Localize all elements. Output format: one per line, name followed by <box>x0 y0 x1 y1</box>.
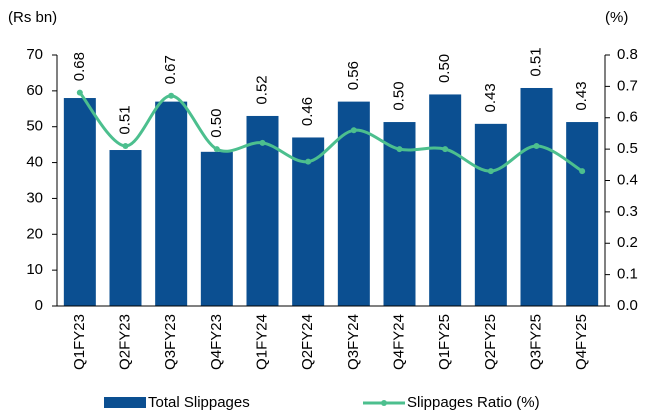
y-axis-label: (Rs bn) <box>8 9 57 26</box>
y2-axis-label: (%) <box>605 9 628 26</box>
x-tick-label: Q2FY23 <box>116 314 133 370</box>
line-point <box>305 158 312 165</box>
data-label: 0.68 <box>71 52 88 81</box>
line-point <box>350 127 357 134</box>
x-tick-label: Q4FY23 <box>208 314 225 370</box>
bar <box>63 98 96 307</box>
y-tick-label: 70 <box>26 46 43 63</box>
y2-tick-label: 0.8 <box>617 46 638 63</box>
x-tick-label: Q3FY23 <box>162 314 179 370</box>
y2-tick-label: 0.1 <box>617 266 638 283</box>
line-point <box>533 142 540 149</box>
y-tick-label: 0 <box>35 297 43 314</box>
y-tick-label: 50 <box>26 118 43 135</box>
legend-label: Total Slippages <box>148 394 250 411</box>
y2-tick-label: 0.4 <box>617 171 638 188</box>
bar <box>429 94 462 306</box>
data-label: 0.50 <box>208 109 225 138</box>
y2-tick-label: 0.7 <box>617 77 638 94</box>
bar <box>155 101 188 306</box>
x-tick-label: Q2FY25 <box>482 314 499 370</box>
bar <box>566 122 599 306</box>
y2-tick-label: 0.5 <box>617 140 638 157</box>
y2-tick-label: 0.0 <box>617 297 638 314</box>
data-label: 0.67 <box>162 55 179 84</box>
y2-tick-label: 0.3 <box>617 203 638 220</box>
bar <box>109 150 142 306</box>
legend-swatch <box>104 397 146 408</box>
bar <box>383 122 416 306</box>
bar <box>474 123 507 307</box>
x-tick-label: Q1FY24 <box>253 314 270 370</box>
y2-tick-label: 0.6 <box>617 109 638 126</box>
bar <box>200 151 233 306</box>
data-label: 0.51 <box>527 47 544 76</box>
line-point <box>213 146 220 153</box>
x-tick-label: Q4FY24 <box>390 314 407 370</box>
data-label: 0.43 <box>482 83 499 112</box>
data-label: 0.50 <box>436 54 453 83</box>
line-point <box>76 89 83 96</box>
line-point <box>579 168 586 175</box>
data-label: 0.51 <box>116 105 133 134</box>
line-point <box>487 168 494 175</box>
y-tick-label: 40 <box>26 154 43 171</box>
data-label: 0.43 <box>573 81 590 110</box>
x-tick-label: Q2FY24 <box>299 314 316 370</box>
data-label: 0.52 <box>253 75 270 104</box>
line-point <box>396 146 403 153</box>
y-tick-label: 20 <box>26 225 43 242</box>
line-point <box>122 142 129 149</box>
data-label: 0.46 <box>299 97 316 126</box>
x-tick-label: Q4FY25 <box>573 314 590 370</box>
y2-tick-label: 0.2 <box>617 234 638 251</box>
x-tick-label: Q3FY25 <box>527 314 544 370</box>
x-tick-label: Q3FY24 <box>345 314 362 370</box>
line-point <box>168 92 175 99</box>
data-label: 0.50 <box>390 81 407 110</box>
x-tick-label: Q1FY23 <box>71 314 88 370</box>
legend-label: Slippages Ratio (%) <box>407 394 540 411</box>
x-tick-label: Q1FY25 <box>436 314 453 370</box>
y-tick-label: 30 <box>26 189 43 206</box>
y-tick-label: 10 <box>26 261 43 278</box>
bar <box>520 87 553 306</box>
line-point <box>442 146 449 153</box>
bar <box>292 137 325 306</box>
data-label: 0.56 <box>345 61 362 90</box>
legend-swatch <box>381 400 387 406</box>
y-tick-label: 60 <box>26 82 43 99</box>
line-point <box>259 139 266 146</box>
